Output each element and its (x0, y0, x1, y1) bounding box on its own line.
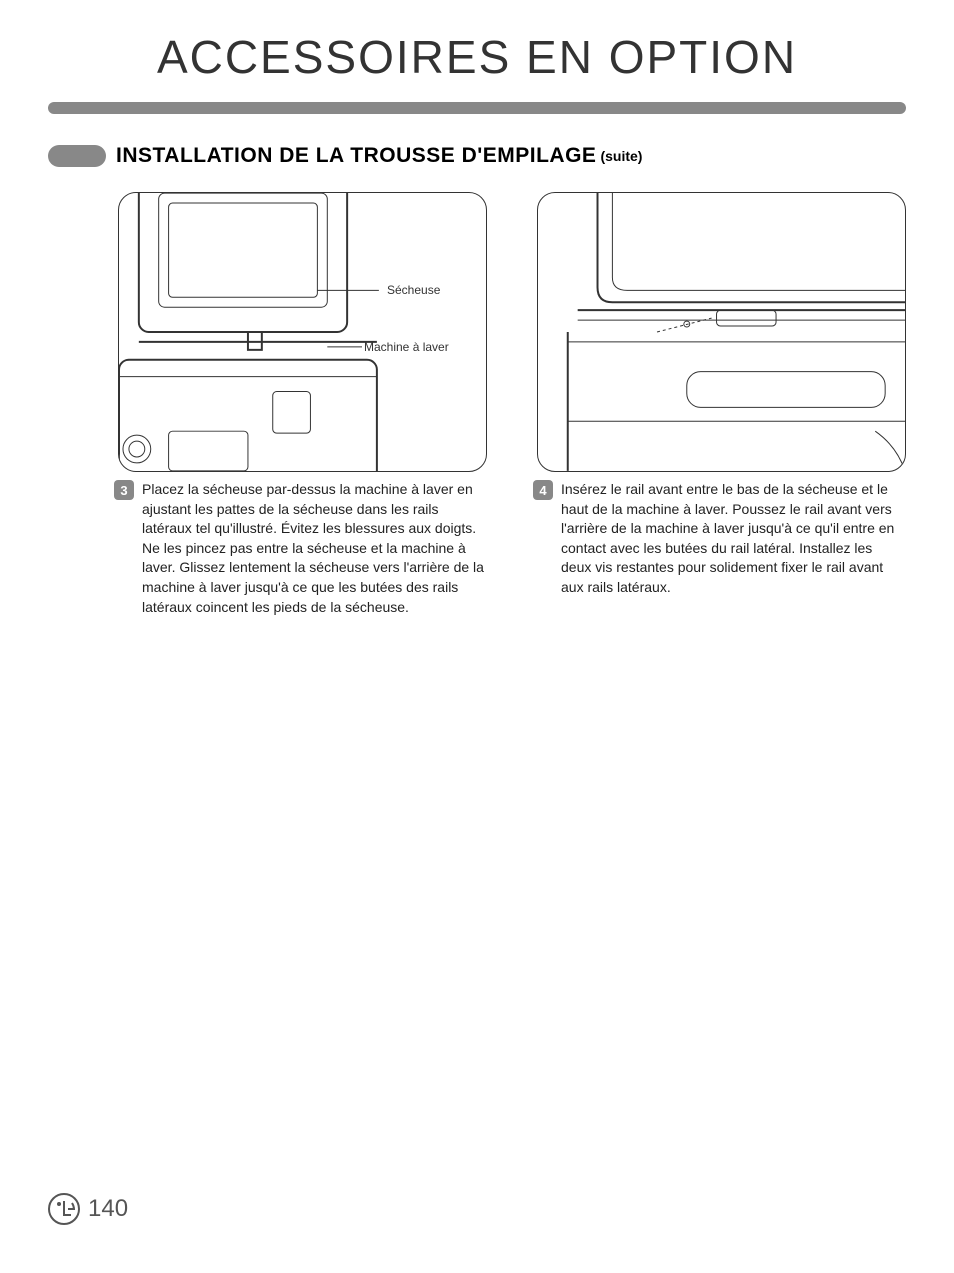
step-4: 4 Insérez le rail avant entre le bas de … (537, 480, 906, 598)
illustration-front-rail (538, 193, 905, 471)
left-column: Sécheuse Machine à laver 3 Placez la séc… (118, 192, 487, 617)
figure-step-3: Sécheuse Machine à laver (118, 192, 487, 472)
page-footer: 140 (48, 1193, 128, 1225)
lg-logo-icon (48, 1193, 80, 1225)
page-number: 140 (88, 1195, 128, 1223)
step-3: 3 Placez la sécheuse par-dessus la machi… (118, 480, 487, 617)
page-title: ACCESSOIRES EN OPTION (0, 30, 954, 84)
right-column: 4 Insérez le rail avant entre le bas de … (537, 192, 906, 617)
figure-label-washer: Machine à laver (364, 340, 449, 354)
step-number-badge: 3 (114, 480, 134, 500)
figure-step-4 (537, 192, 906, 472)
section-heading-suffix: (suite) (600, 148, 642, 164)
illustration-dryer-on-washer (119, 193, 486, 471)
step-number-badge: 4 (533, 480, 553, 500)
section-heading: INSTALLATION DE LA TROUSSE D'EMPILAGE (116, 144, 596, 168)
figure-label-dryer: Sécheuse (387, 283, 440, 297)
section-pill (48, 145, 106, 167)
title-divider-bar (48, 102, 906, 114)
section-header: INSTALLATION DE LA TROUSSE D'EMPILAGE (s… (48, 144, 954, 168)
step-3-text: Placez la sécheuse par-dessus la machine… (142, 480, 487, 617)
step-4-text: Insérez le rail avant entre le bas de la… (561, 480, 906, 598)
two-column-layout: Sécheuse Machine à laver 3 Placez la séc… (118, 192, 906, 617)
